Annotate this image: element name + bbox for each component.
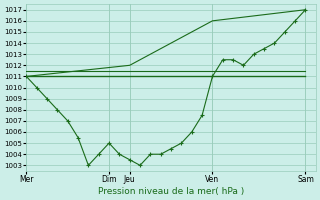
X-axis label: Pression niveau de la mer( hPa ): Pression niveau de la mer( hPa ): [98, 187, 244, 196]
